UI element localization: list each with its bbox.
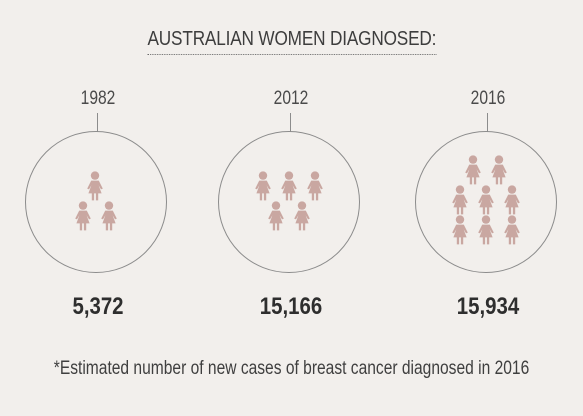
woman-icon [448, 215, 472, 250]
woman-icon [277, 171, 301, 206]
woman-icon [474, 215, 498, 250]
woman-icon [461, 155, 485, 190]
woman-icon [97, 201, 121, 236]
case-count-value: 5,372 [72, 293, 124, 320]
woman-icon [487, 155, 511, 190]
woman-icon [474, 185, 498, 220]
year-circle [25, 131, 167, 273]
woman-icon [500, 185, 524, 220]
figure-group [413, 0, 563, 416]
year-circle [218, 131, 360, 273]
case-count-value: 15,934 [456, 293, 520, 320]
woman-icon [251, 171, 275, 206]
connector-line [487, 113, 488, 132]
year-panel-2012: 2012 15,166 [216, 0, 366, 416]
woman-icon [83, 171, 107, 206]
connector-line [97, 113, 98, 132]
woman-icon [264, 201, 288, 236]
woman-icon [290, 201, 314, 236]
woman-icon [303, 171, 327, 206]
year-panel-2016: 2016 15,934 [413, 0, 563, 416]
year-label: 2016 [470, 88, 506, 109]
chart-title-text: AUSTRALIAN WOMEN DIAGNOSED: [147, 28, 436, 55]
year-circle [415, 131, 557, 273]
year-panel-1982: 1982 5,372 [23, 0, 173, 416]
woman-icon [71, 201, 95, 236]
year-label: 2012 [273, 88, 309, 109]
figure-group [216, 0, 366, 416]
chart-title: AUSTRALIAN WOMEN DIAGNOSED: [0, 28, 583, 55]
connector-line [290, 113, 291, 132]
case-count-value: 15,166 [259, 293, 323, 320]
year-label: 1982 [80, 88, 116, 109]
figure-group [23, 0, 173, 416]
woman-icon [448, 185, 472, 220]
footnote: *Estimated number of new cases of breast… [53, 358, 530, 379]
woman-icon [500, 215, 524, 250]
